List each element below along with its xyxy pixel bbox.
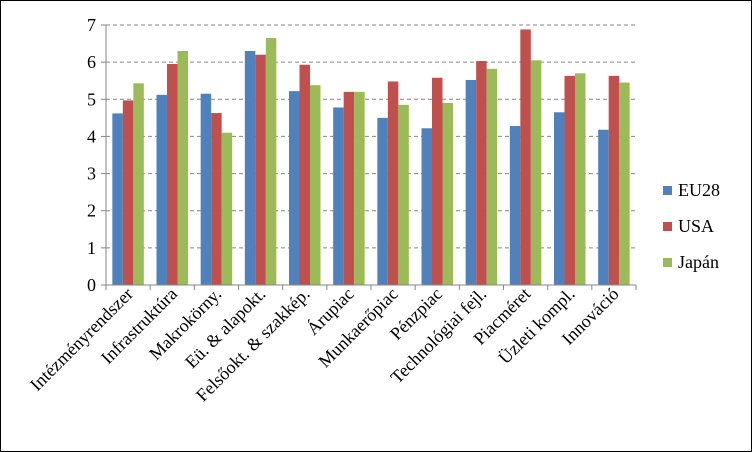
bar-eu28 (598, 129, 609, 285)
bar-eu28 (509, 126, 521, 286)
bar-usa (255, 54, 266, 285)
bar-usa (299, 64, 310, 285)
y-tick-label: 1 (87, 238, 96, 258)
y-tick-labels: 0 1 2 3 4 5 6 7 (87, 15, 96, 295)
bar-usa (122, 100, 134, 286)
bar-jap-n (310, 85, 321, 286)
bar-jap-n (221, 132, 233, 285)
y-tick-label: 7 (87, 15, 96, 35)
x-tick-labels: IntézményrendszerInfrastruktúraMakrokörn… (26, 283, 623, 405)
y-tick-label: 4 (87, 126, 96, 146)
bar-eu28 (377, 117, 388, 285)
bar-usa (520, 29, 531, 286)
bar-eu28 (421, 128, 432, 285)
y-tick-label: 6 (87, 52, 96, 72)
bar-eu28 (465, 79, 477, 285)
legend-label: USA (678, 216, 714, 236)
legend-label: Japán (678, 252, 719, 272)
legend-label: EU28 (678, 180, 720, 200)
bar-jap-n (398, 104, 409, 285)
bar-usa (343, 91, 355, 285)
bar-usa (476, 61, 487, 286)
legend: EU28 USA Japán (663, 180, 720, 272)
y-tick-label: 0 (87, 275, 96, 295)
bar-jap-n (354, 91, 365, 285)
bar-eu28 (112, 113, 123, 286)
gridlines (101, 24, 636, 286)
legend-swatch (663, 258, 672, 267)
y-tick-label: 2 (87, 201, 96, 221)
bar-jap-n (442, 103, 453, 285)
bar-usa (167, 64, 178, 285)
bar-usa (564, 75, 575, 285)
y-tick-label: 3 (87, 164, 96, 184)
bar-jap-n (486, 68, 498, 285)
bar-jap-n (133, 83, 144, 285)
legend-swatch (663, 222, 672, 231)
bar-eu28 (333, 107, 344, 285)
legend-swatch (663, 186, 672, 195)
bar-usa (387, 81, 399, 285)
bar-usa (608, 75, 620, 285)
bar-jap-n (575, 73, 586, 286)
bar-eu28 (554, 112, 565, 286)
bar-eu28 (244, 51, 256, 285)
bar-jap-n (177, 51, 188, 285)
bar-eu28 (156, 94, 167, 285)
bar-jap-n (265, 38, 277, 285)
bar-usa (432, 77, 443, 285)
bar-eu28 (200, 93, 212, 285)
bar-jap-n (530, 60, 542, 286)
bars (112, 29, 630, 286)
axes (105, 25, 637, 290)
y-tick-label: 5 (87, 89, 96, 109)
bar-usa (211, 113, 222, 286)
bar-jap-n (619, 82, 630, 285)
bar-eu28 (289, 91, 300, 285)
